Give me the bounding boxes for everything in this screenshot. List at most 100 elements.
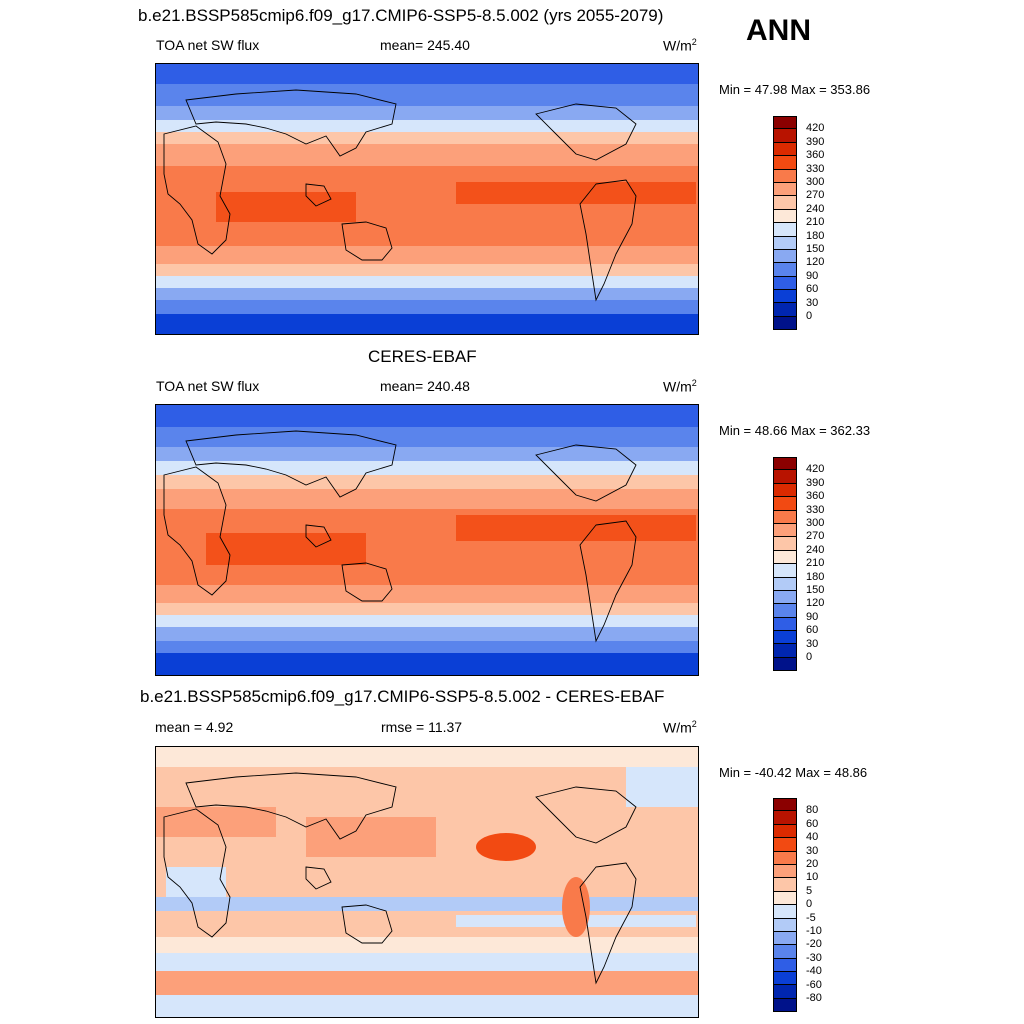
panel3-map [155, 746, 699, 1018]
colorbar-swatch [773, 303, 797, 317]
colorbar-label: 80 [806, 804, 819, 817]
colorbar-label: 30 [806, 296, 819, 309]
colorbar-label: 330 [806, 162, 825, 175]
colorbar-label: 210 [806, 216, 825, 229]
panel3-colorbar [773, 798, 797, 1013]
panel1-map [155, 63, 699, 335]
colorbar-label: 240 [806, 202, 825, 215]
colorbar-label: 20 [806, 858, 819, 870]
colorbar-label: 30 [806, 844, 819, 857]
colorbar-swatch [773, 196, 797, 210]
panel2-minmax: Min = 48.66 Max = 362.33 [719, 423, 871, 438]
colorbar-swatch [773, 798, 797, 812]
colorbar-label: -10 [806, 925, 822, 937]
colorbar-swatch [773, 644, 797, 658]
colorbar-swatch [773, 497, 797, 511]
colorbar-label: 120 [806, 597, 825, 610]
colorbar-label: 150 [806, 584, 825, 596]
colorbar-label: 60 [806, 817, 819, 830]
colorbar-swatch [773, 550, 797, 565]
colorbar-swatch [773, 263, 797, 277]
colorbar-label: 30 [806, 637, 819, 650]
colorbar-swatch [773, 236, 797, 250]
colorbar-label: 90 [806, 269, 819, 282]
colorbar-label: 150 [806, 243, 825, 255]
panel2-unit: W/m2 [663, 378, 697, 395]
panel3-title: b.e21.BSSP585cmip6.f09_g17.CMIP6-SSP5-8.… [140, 687, 665, 706]
colorbar-swatch [773, 116, 797, 130]
top-title: b.e21.BSSP585cmip6.f09_g17.CMIP6-SSP5-8.… [138, 6, 664, 25]
colorbar-label: -80 [806, 992, 822, 1004]
colorbar-label: 40 [806, 831, 819, 844]
colorbar-swatch [773, 811, 797, 825]
colorbar-swatch [773, 276, 797, 291]
colorbar-label: 60 [806, 624, 819, 637]
colorbar-swatch [773, 864, 797, 879]
colorbar-label: 360 [806, 490, 825, 503]
colorbar-swatch [773, 918, 797, 932]
colorbar-swatch [773, 631, 797, 645]
colorbar-label: 0 [806, 310, 813, 322]
colorbar-label: 300 [806, 176, 825, 188]
colorbar-swatch [773, 316, 797, 331]
panel2-variable: TOA net SW flux [156, 378, 260, 394]
colorbar-label: 90 [806, 610, 819, 623]
colorbar-swatch [773, 590, 797, 605]
colorbar-swatch [773, 617, 797, 632]
colorbar-swatch [773, 537, 797, 551]
colorbar-label: 360 [806, 149, 825, 162]
colorbar-swatch [773, 972, 797, 986]
colorbar-label: -30 [806, 951, 822, 964]
colorbar-label: 10 [806, 871, 819, 884]
colorbar-label: 330 [806, 503, 825, 516]
colorbar-swatch [773, 958, 797, 973]
colorbar-label: 420 [806, 122, 825, 135]
colorbar-label: 120 [806, 256, 825, 269]
colorbar-label: 270 [806, 189, 825, 202]
colorbar-swatch [773, 249, 797, 264]
colorbar-swatch [773, 945, 797, 959]
colorbar-swatch [773, 182, 797, 197]
colorbar-swatch [773, 470, 797, 484]
colorbar-swatch [773, 891, 797, 906]
panel1-unit: W/m2 [663, 37, 697, 54]
panel1-mean: mean= 245.40 [380, 37, 470, 53]
colorbar-swatch [773, 209, 797, 224]
panel2-title: CERES-EBAF [368, 347, 477, 366]
colorbar-label: 390 [806, 476, 825, 489]
colorbar-label: -40 [806, 965, 822, 978]
colorbar-swatch [773, 523, 797, 538]
panel3-mean: mean = 4.92 [155, 719, 234, 735]
colorbar-swatch [773, 851, 797, 865]
colorbar-swatch [773, 905, 797, 919]
colorbar-label: -20 [806, 938, 822, 951]
colorbar-label: 210 [806, 557, 825, 570]
colorbar-label: 0 [806, 651, 813, 663]
colorbar-label: 180 [806, 229, 825, 242]
season-label: ANN [746, 14, 811, 47]
colorbar-label: 5 [806, 884, 813, 897]
colorbar-swatch [773, 577, 797, 591]
colorbar-label: 390 [806, 135, 825, 148]
colorbar-label: 420 [806, 463, 825, 476]
colorbar-swatch [773, 838, 797, 852]
colorbar-swatch [773, 223, 797, 237]
colorbar-label: -60 [806, 978, 822, 991]
colorbar-label: 60 [806, 283, 819, 296]
colorbar-swatch [773, 483, 797, 498]
colorbar-swatch [773, 985, 797, 999]
colorbar-label: 240 [806, 543, 825, 556]
colorbar-label: 270 [806, 530, 825, 543]
colorbar-swatch [773, 457, 797, 471]
colorbar-swatch [773, 129, 797, 143]
colorbar-label: 0 [806, 898, 813, 911]
colorbar-swatch [773, 998, 797, 1013]
panel2-map [155, 404, 699, 676]
panel2-mean: mean= 240.48 [380, 378, 470, 394]
colorbar-swatch [773, 142, 797, 157]
colorbar-swatch [773, 510, 797, 524]
colorbar-swatch [773, 156, 797, 170]
colorbar-swatch [773, 564, 797, 578]
colorbar-label: -5 [806, 911, 816, 924]
panel1-colorbar [773, 116, 797, 331]
